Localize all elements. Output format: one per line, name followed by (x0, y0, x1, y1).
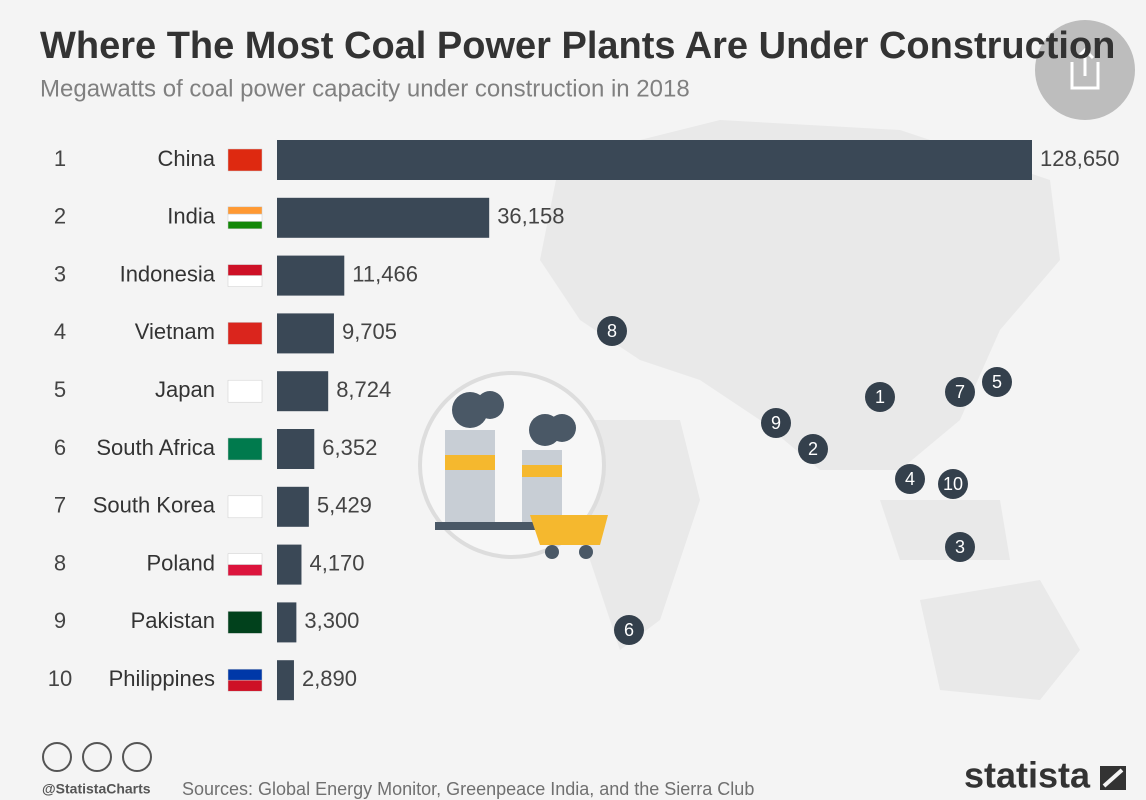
category-label: South Africa (96, 435, 215, 460)
flag (227, 322, 263, 345)
bar (277, 197, 490, 238)
bar (277, 660, 294, 701)
value-label: 4,170 (309, 550, 364, 575)
map-marker-label: 3 (955, 537, 965, 557)
category-label: Vietnam (135, 319, 215, 344)
rank-label: 10 (48, 666, 72, 691)
value-label: 128,650 (1040, 146, 1120, 171)
rank-label: 7 (54, 493, 66, 518)
map-marker-label: 7 (955, 382, 965, 402)
license-icons (42, 742, 152, 772)
category-label: Poland (146, 550, 215, 575)
map-marker-label: 9 (771, 413, 781, 433)
brand-logo (1096, 762, 1130, 794)
world-map (540, 120, 1080, 700)
map-marker (597, 316, 627, 346)
bar (277, 544, 302, 585)
flag (227, 611, 263, 634)
map-marker (945, 532, 975, 562)
flag (227, 206, 263, 215)
bar (277, 486, 309, 527)
chart-subtitle: Megawatts of coal power capacity under c… (40, 75, 690, 102)
category-label: South Korea (93, 493, 216, 518)
category-label: Philippines (109, 666, 215, 691)
rank-label: 3 (54, 261, 66, 286)
map-marker-label: 5 (992, 372, 1002, 392)
rank-label: 8 (54, 550, 66, 575)
rank-label: 2 (54, 204, 66, 229)
flag (227, 213, 263, 222)
value-label: 9,705 (342, 319, 397, 344)
map-marker-label: 8 (607, 321, 617, 341)
map-marker (614, 615, 644, 645)
chart-title: Where The Most Coal Power Plants Are Und… (40, 25, 1115, 67)
value-label: 6,352 (322, 435, 377, 460)
illustration (418, 371, 608, 559)
flag (227, 553, 263, 565)
map-marker-label: 1 (875, 387, 885, 407)
flag (227, 264, 263, 276)
category-label: China (158, 146, 216, 171)
credit: @StatistaCharts (42, 781, 151, 797)
flag (227, 148, 263, 172)
map-marker (982, 367, 1012, 397)
value-label: 3,300 (304, 608, 359, 633)
brand: statista (964, 755, 1091, 796)
map-marker-label: 2 (808, 439, 818, 459)
flag (227, 564, 263, 576)
rank-label: 1 (54, 146, 66, 171)
rank-label: 9 (54, 608, 66, 633)
share-button[interactable] (1035, 20, 1135, 120)
category-label: Indonesia (120, 261, 216, 286)
source: Sources: Global Energy Monitor, Greenpea… (182, 779, 754, 799)
bar (277, 140, 1032, 180)
bar (277, 429, 315, 469)
bar (277, 255, 345, 296)
flag (227, 679, 263, 692)
value-label: 8,724 (336, 377, 391, 402)
map-marker (945, 377, 975, 407)
value-label: 36,158 (497, 204, 564, 229)
bar (277, 602, 297, 643)
category-label: Japan (155, 377, 215, 402)
rank-label: 6 (54, 435, 66, 460)
map-marker-label: 10 (943, 474, 963, 494)
category-label: Pakistan (131, 608, 215, 633)
map-marker (865, 382, 895, 412)
flag (227, 379, 263, 403)
flag (227, 221, 263, 230)
flag (227, 437, 263, 461)
map-marker (895, 464, 925, 494)
bar (277, 371, 329, 412)
flag (227, 275, 263, 287)
rank-label: 5 (54, 377, 66, 402)
map-marker (761, 408, 791, 438)
map-marker (798, 434, 828, 464)
category-label: India (167, 204, 215, 229)
value-label: 11,466 (352, 261, 418, 286)
rank-label: 4 (54, 319, 66, 344)
map-marker-label: 6 (624, 620, 634, 640)
value-label: 5,429 (317, 493, 372, 518)
flag (227, 495, 263, 519)
map-marker-label: 4 (905, 469, 915, 489)
map-marker (938, 469, 968, 499)
value-label: 2,890 (302, 666, 357, 691)
bar (277, 313, 334, 354)
flag (227, 668, 263, 681)
